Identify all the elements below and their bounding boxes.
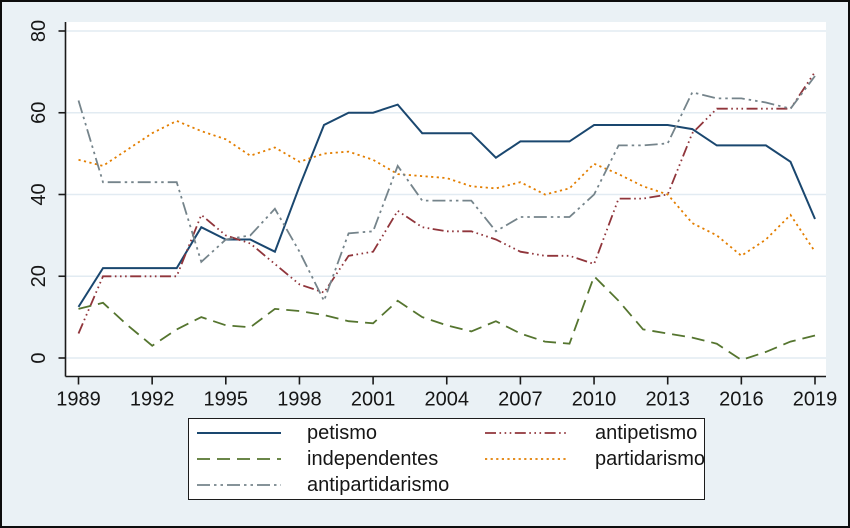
legend-item-antipetismo: antipetismo (485, 421, 705, 445)
legend-item-petismo: petismo (197, 421, 485, 445)
plot-background (65, 22, 826, 377)
series-line-antipartidarismo (77, 75, 816, 304)
legend-item-independentes: independentes (197, 447, 485, 471)
x-tick-label: 1989 (56, 389, 101, 411)
x-tick-label: 2001 (351, 389, 396, 411)
x-tick-label: 2013 (645, 389, 690, 411)
independentes-line-sample-icon (197, 458, 281, 460)
x-tick-label: 1992 (130, 389, 175, 411)
y-tick-label: 80 (28, 20, 50, 42)
legend-item-antipartidarismo: antipartidarismo (197, 473, 485, 497)
y-tick-label: 60 (28, 102, 50, 124)
x-tick-label: 2019 (793, 389, 838, 411)
x-tick-label: 2016 (719, 389, 764, 411)
legend-label-partidarismo: partidarismo (595, 448, 706, 470)
petismo-line-sample-icon (197, 432, 281, 434)
x-tick-label: 1995 (204, 389, 249, 411)
x-tick-label: 2004 (425, 389, 470, 411)
partidarismo-line-sample-icon (485, 458, 569, 460)
legend-label-antipartidarismo: antipartidarismo (307, 474, 450, 496)
legend: petismo antipetismo independentes partid… (188, 418, 705, 500)
x-tick-label: 2007 (498, 389, 543, 411)
x-tick-label: 1998 (277, 389, 322, 411)
series-line-independentes (78, 274, 816, 361)
antipartidarismo-line-sample-icon (197, 484, 281, 486)
series-line-antipetismo (77, 71, 816, 334)
legend-item-partidarismo: partidarismo (485, 447, 705, 471)
x-tick-label: 2010 (572, 389, 617, 411)
y-tick-label: 0 (28, 352, 50, 363)
y-tick-label: 20 (28, 265, 50, 287)
legend-label-independentes: independentes (307, 448, 439, 470)
legend-label-antipetismo: antipetismo (595, 422, 698, 444)
antipetismo-line-sample-icon (485, 432, 569, 434)
series-line-petismo (77, 103, 816, 308)
legend-label-petismo: petismo (307, 422, 378, 444)
y-tick-label: 40 (28, 183, 50, 205)
